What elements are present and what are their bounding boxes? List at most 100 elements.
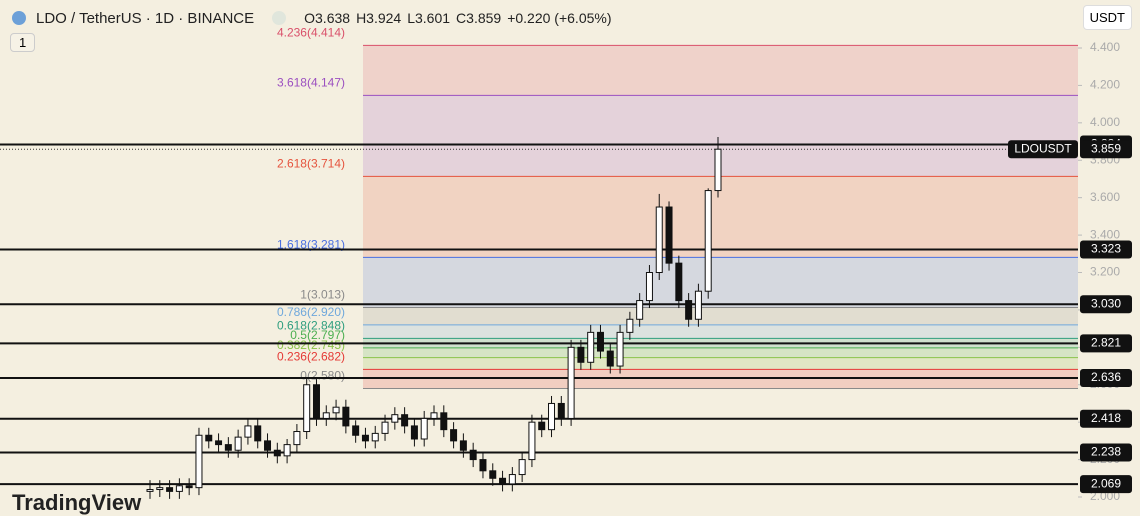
candle-body — [596, 331, 604, 352]
candle-body — [146, 489, 154, 492]
candle-body — [312, 384, 320, 419]
candle-body — [166, 487, 174, 492]
candle-body — [587, 331, 595, 363]
fib-label: 0.382(2.745) — [277, 338, 345, 352]
fib-zone — [363, 357, 1078, 370]
candle-body — [195, 434, 203, 489]
candle-body — [420, 417, 428, 440]
last-price-label: 3.859 — [1091, 141, 1121, 155]
status-dot — [272, 11, 287, 25]
candle-body — [283, 444, 291, 457]
candle-body — [538, 421, 546, 431]
candle-body — [352, 425, 360, 436]
candle-body — [694, 290, 702, 320]
price-badge — [1080, 334, 1132, 353]
symbol-logo — [12, 11, 26, 25]
candle-body — [254, 425, 262, 442]
candle-body — [665, 206, 673, 264]
candle-body — [685, 300, 693, 320]
candle-body — [645, 272, 653, 302]
candle-body — [381, 421, 389, 434]
fib-label: 0.236(2.682) — [277, 350, 345, 364]
candle-body — [361, 434, 369, 442]
header: LDO / TetherUS · 1D · BINANCE O3.638 H3.… — [12, 8, 612, 28]
fib-label: 0.786(2.920) — [277, 305, 345, 319]
last-price-symbol-badge — [1008, 140, 1078, 159]
ohlc-low: L3.601 — [407, 10, 451, 26]
fib-label: 2.618(3.714) — [277, 157, 345, 171]
fib-label: 0.618(2.848) — [277, 319, 345, 333]
candle-body — [215, 440, 223, 446]
price-badge — [1080, 295, 1132, 314]
y-tick-label: 3.200 — [1090, 265, 1120, 279]
candle-body — [450, 429, 458, 442]
candle-body — [401, 414, 409, 427]
price-badge-label: 2.069 — [1091, 476, 1121, 490]
fib-label: 3.618(4.147) — [277, 76, 345, 90]
last-price-badge — [1080, 140, 1132, 159]
candle-body — [704, 190, 712, 292]
candle-body — [655, 206, 663, 273]
candle-body — [430, 412, 438, 419]
price-badge-label: 2.238 — [1091, 445, 1121, 459]
last-price-symbol: LDOUSDT — [1014, 141, 1072, 155]
price-badge-label: 2.821 — [1091, 336, 1121, 350]
candle-body — [410, 425, 418, 440]
fib-label: 0.5(2.797) — [290, 328, 345, 342]
candle-body — [606, 350, 614, 367]
candle-body — [577, 346, 585, 363]
price-badge-label: 2.636 — [1091, 370, 1121, 384]
candle-body — [342, 406, 350, 427]
y-tick-label: 4.400 — [1090, 40, 1120, 54]
price-badge — [1080, 240, 1132, 259]
candle-body — [303, 384, 311, 433]
ohlc-legend: O3.638 H3.924 L3.601 C3.859 +0.220 (+6.0… — [304, 10, 611, 26]
candle-body — [714, 148, 722, 192]
ohlc-high: H3.924 — [356, 10, 402, 26]
fib-zone — [363, 307, 1078, 325]
fib-label: 0(2.580) — [300, 369, 345, 383]
ohlc-change: +0.220 (+6.05%) — [507, 10, 612, 26]
brand-logo: TradingView — [12, 490, 142, 515]
candle-body — [234, 436, 242, 451]
price-badge-label: 3.030 — [1091, 296, 1121, 310]
candle-body — [322, 412, 330, 419]
candle-body — [626, 318, 634, 333]
symbol-title[interactable]: LDO / TetherUS · 1D · BINANCE — [36, 9, 255, 27]
candle-body — [469, 449, 477, 461]
fib-label: 1(3.013) — [300, 288, 345, 302]
candle-body — [185, 485, 193, 489]
candle-body — [244, 425, 252, 438]
candle-body — [175, 485, 183, 492]
fib-zone — [363, 324, 1078, 339]
price-badge — [1080, 443, 1132, 462]
price-badge — [1080, 409, 1132, 428]
candle-body — [156, 487, 164, 491]
candle-body — [528, 421, 536, 461]
fib-zone — [363, 257, 1078, 308]
candle-body — [440, 412, 448, 431]
candle-body — [557, 402, 565, 419]
y-tick-label: 3.600 — [1090, 190, 1120, 204]
page: {"chart_data":{"type":"candlestick", "ti… — [0, 5, 1132, 515]
candle-body — [616, 331, 624, 367]
fib-zone — [363, 45, 1078, 96]
candle-body — [391, 414, 399, 423]
candle-body — [636, 300, 644, 320]
candle-body — [264, 440, 272, 451]
candle-body — [499, 477, 507, 485]
candle-body — [459, 440, 467, 451]
fib-label: 1.618(3.281) — [277, 238, 345, 252]
candle-body — [675, 262, 683, 302]
ohlc-close: C3.859 — [456, 10, 502, 26]
candle-body — [293, 431, 301, 446]
candle-body — [205, 434, 213, 442]
candle-body — [371, 432, 379, 442]
chart: 2.0002.2002.4002.6002.8003.0003.2003.400… — [0, 26, 1132, 503]
candle-body — [518, 459, 526, 476]
currency-button[interactable]: USDT — [1082, 5, 1132, 30]
indicator-toggle[interactable]: 1 — [10, 33, 36, 52]
candle-body — [567, 346, 575, 419]
price-badge-label: 2.418 — [1091, 411, 1121, 425]
candle-body — [479, 459, 487, 472]
